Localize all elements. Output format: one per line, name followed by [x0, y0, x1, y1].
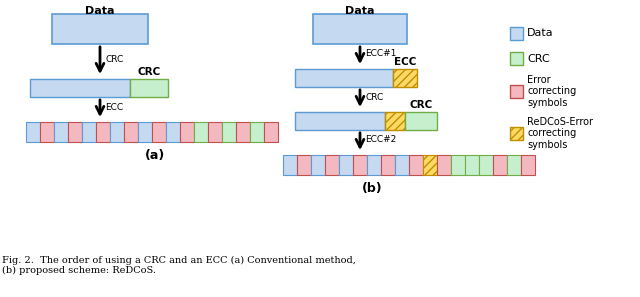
Text: ECC: ECC — [394, 57, 416, 67]
Text: CRC: CRC — [138, 67, 161, 77]
Bar — [437, 155, 451, 175]
Bar — [367, 155, 381, 175]
Bar — [510, 27, 523, 40]
Bar — [68, 122, 82, 142]
Text: ReDCoS-Error
correcting
symbols: ReDCoS-Error correcting symbols — [527, 117, 593, 150]
Bar — [295, 69, 393, 87]
Text: Error
correcting
symbols: Error correcting symbols — [527, 75, 576, 108]
Text: (b) proposed scheme: ReDCoS.: (b) proposed scheme: ReDCoS. — [2, 266, 156, 275]
Bar — [40, 122, 54, 142]
Text: Data: Data — [527, 29, 554, 39]
Text: CRC: CRC — [365, 94, 383, 102]
Bar — [194, 122, 208, 142]
Bar — [110, 122, 124, 142]
Bar — [250, 122, 264, 142]
Bar — [54, 122, 68, 142]
Bar — [325, 155, 339, 175]
Bar — [313, 14, 407, 44]
Text: Fig. 2.  The order of using a CRC and an ECC (a) Conventional method,: Fig. 2. The order of using a CRC and an … — [2, 256, 356, 265]
Text: Data: Data — [345, 6, 375, 16]
Bar — [295, 112, 385, 130]
Bar — [264, 122, 278, 142]
Bar — [52, 14, 148, 44]
Bar — [82, 122, 96, 142]
Bar — [138, 122, 152, 142]
Bar — [236, 122, 250, 142]
Bar — [96, 122, 110, 142]
Bar — [353, 155, 367, 175]
Bar — [222, 122, 236, 142]
Bar — [405, 112, 437, 130]
Bar — [180, 122, 194, 142]
Bar — [510, 85, 523, 98]
Bar — [423, 155, 437, 175]
Text: ECC#1: ECC#1 — [365, 50, 396, 59]
Bar — [311, 155, 325, 175]
Bar — [30, 79, 130, 97]
Bar — [297, 155, 311, 175]
Text: (a): (a) — [145, 149, 165, 162]
Bar — [521, 155, 535, 175]
Bar — [124, 122, 138, 142]
Text: (b): (b) — [362, 182, 382, 195]
Bar — [479, 155, 493, 175]
Bar — [381, 155, 395, 175]
Text: Data: Data — [85, 6, 115, 16]
Bar — [465, 155, 479, 175]
Text: ECC: ECC — [105, 103, 123, 113]
Bar — [26, 122, 40, 142]
Bar — [152, 122, 166, 142]
Bar — [409, 155, 423, 175]
Bar — [451, 155, 465, 175]
Bar — [395, 155, 409, 175]
Bar — [507, 155, 521, 175]
Bar — [385, 112, 405, 130]
Text: CRC: CRC — [527, 53, 550, 64]
Bar — [510, 127, 523, 140]
Text: CRC: CRC — [105, 55, 124, 64]
Bar — [493, 155, 507, 175]
Bar — [208, 122, 222, 142]
Bar — [130, 79, 168, 97]
Bar — [166, 122, 180, 142]
Text: CRC: CRC — [410, 100, 433, 110]
Bar — [393, 69, 417, 87]
Bar — [339, 155, 353, 175]
Text: ECC#2: ECC#2 — [365, 135, 396, 145]
Bar — [283, 155, 297, 175]
Bar — [510, 52, 523, 65]
